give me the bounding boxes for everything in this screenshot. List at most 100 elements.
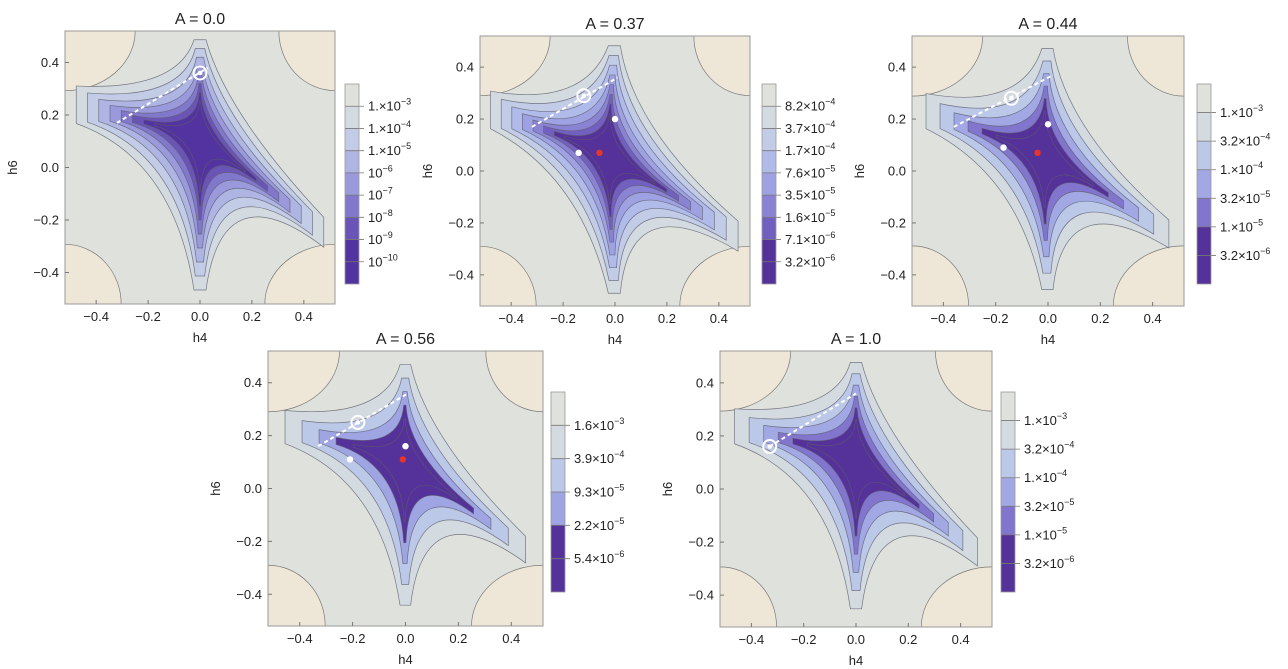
y-tick-label: 0.0 bbox=[41, 160, 59, 175]
legend: 1.×10−3 3.2×10−4 1.×10−4 3.2×10−5 1.×10−5 3.2… bbox=[1000, 391, 1074, 593]
x-tick-label: −0.4 bbox=[83, 309, 109, 324]
legend-swatch bbox=[1197, 112, 1211, 142]
legend-swatch bbox=[345, 261, 359, 284]
legend-label: 10−6 bbox=[368, 163, 393, 180]
legend-swatch bbox=[1001, 534, 1015, 564]
legend-label: 3.2×10−4 bbox=[1220, 132, 1270, 149]
legend-swatch bbox=[345, 239, 359, 262]
y-tick-label: −0.2 bbox=[33, 213, 59, 228]
legend-frame bbox=[1196, 83, 1212, 285]
legend-swatch bbox=[1001, 477, 1015, 507]
x-tick-label: 0.2 bbox=[899, 632, 917, 647]
legend-swatch bbox=[551, 492, 565, 526]
legend: 1.×10−3 1.×10−4 1.×10−5 10−6 10−7 10−8 10−9 10−… bbox=[344, 83, 411, 285]
legend-label: 1.×10−5 bbox=[1220, 217, 1263, 234]
legend-swatch bbox=[762, 172, 776, 196]
legend-label: 3.5×10−5 bbox=[785, 186, 835, 203]
y-tick-label: −0.4 bbox=[880, 267, 906, 282]
chart-panel-1: A = 0.37 −0.4 −0.2 0.0 0.2 0.4 0.4 0.2 0.0 −0.2 −0… bbox=[420, 16, 835, 347]
x-tick-label: 0.0 bbox=[1039, 311, 1057, 326]
y-tick-label: 0.4 bbox=[696, 375, 714, 390]
legend-swatch bbox=[345, 128, 359, 151]
legend-swatch bbox=[551, 458, 565, 492]
y-axis-label: h6 bbox=[420, 164, 435, 178]
circled-point bbox=[350, 414, 366, 430]
chart-panel-2: A = 0.44 −0.4 −0.2 0.0 0.2 0.4 0.4 0.2 0.0 −0.2 −0… bbox=[852, 16, 1270, 347]
x-tick-label: −0.2 bbox=[791, 632, 817, 647]
legend-swatch bbox=[762, 128, 776, 151]
dashed-line bbox=[116, 66, 209, 124]
x-tick-label: −0.2 bbox=[983, 311, 1009, 326]
legend-label: 7.1×10−6 bbox=[785, 230, 835, 247]
circled-point-dot bbox=[355, 420, 361, 425]
chart-panel-4: A = 1.0 −0.4 −0.2 0.0 0.2 0.4 0.4 0.2 0.0 −0.2 −0.… bbox=[660, 331, 1074, 668]
dashed-line bbox=[769, 392, 857, 448]
legend-swatch bbox=[551, 425, 565, 459]
legend-label: 10−7 bbox=[368, 186, 393, 203]
legend-swatch bbox=[762, 261, 776, 284]
legend-swatch bbox=[345, 84, 359, 107]
legend-label: 1.6×10−3 bbox=[574, 416, 624, 433]
legend-swatch bbox=[551, 558, 565, 592]
y-axis-label: h6 bbox=[660, 482, 675, 496]
circled-point-dot bbox=[197, 70, 203, 76]
y-tick-label: −0.4 bbox=[448, 267, 474, 282]
legend: 8.2×10−4 3.7×10−4 1.7×10−4 7.6×10−5 3.5×10−5… bbox=[761, 83, 835, 285]
x-tick-label: −0.4 bbox=[931, 311, 957, 326]
legend-label: 1.×10−4 bbox=[1024, 468, 1067, 485]
x-tick-label: −0.4 bbox=[739, 632, 765, 647]
legend-swatch bbox=[551, 392, 565, 426]
legend-swatch bbox=[1001, 506, 1015, 535]
x-axis-label: h4 bbox=[1041, 332, 1055, 347]
contour-band bbox=[995, 110, 1094, 208]
x-tick-label: 0.4 bbox=[1144, 311, 1162, 326]
legend: 1.6×10−3 3.9×10−4 9.3×10−5 2.2×10−5 5.4×10−6 bbox=[550, 391, 624, 593]
red-point bbox=[596, 149, 603, 157]
circled-point bbox=[192, 65, 208, 81]
legend-swatch bbox=[762, 217, 776, 240]
legend-label: 10−8 bbox=[368, 208, 393, 225]
y-tick-label: 0.0 bbox=[456, 164, 474, 179]
contour-corner bbox=[65, 243, 122, 304]
legend-label: 3.2×10−5 bbox=[1220, 189, 1270, 206]
y-tick-label: 0.4 bbox=[41, 55, 59, 70]
legend-label: 3.7×10−4 bbox=[785, 119, 835, 136]
x-tick-label: 0.4 bbox=[502, 631, 520, 646]
y-tick-label: 0.2 bbox=[888, 112, 906, 127]
white-point bbox=[402, 442, 409, 450]
contour-corner bbox=[480, 36, 551, 97]
legend-swatch bbox=[345, 217, 359, 240]
x-tick-label: −0.2 bbox=[340, 631, 366, 646]
x-tick-label: −0.4 bbox=[498, 311, 524, 326]
legend-frame bbox=[761, 83, 777, 285]
x-tick-label: −0.2 bbox=[550, 311, 576, 326]
legend-label: 1.×10−3 bbox=[1024, 411, 1067, 428]
legend-label: 1.×10−4 bbox=[1220, 160, 1263, 177]
legend-frame bbox=[1000, 391, 1016, 593]
legend-swatch bbox=[345, 150, 359, 173]
white-point bbox=[346, 456, 354, 463]
white-point bbox=[1000, 144, 1007, 151]
legend-label: 9.3×10−5 bbox=[574, 483, 624, 500]
legend-swatch bbox=[1197, 226, 1211, 256]
y-tick-label: 0.2 bbox=[456, 112, 474, 127]
chart-panel-0: A = 0.0 −0.4 −0.2 0.0 0.2 0.4 0.4 0.2 0.0 −0.2 −0.… bbox=[5, 11, 411, 345]
legend-label: 1.7×10−4 bbox=[785, 141, 835, 158]
contour-corner bbox=[1112, 245, 1184, 306]
x-tick-label: 0.4 bbox=[710, 311, 728, 326]
legend: 1.×10−3 3.2×10−4 1.×10−4 3.2×10−5 1.×10−5 3.2… bbox=[1196, 83, 1270, 285]
circled-point-dot bbox=[1009, 96, 1014, 101]
y-tick-label: 0.0 bbox=[696, 482, 714, 497]
legend-swatch bbox=[762, 239, 776, 262]
legend-label: 8.2×10−4 bbox=[785, 97, 835, 114]
chart-title: A = 0.37 bbox=[585, 16, 644, 33]
white-point bbox=[1044, 121, 1052, 128]
legend-swatch bbox=[551, 525, 565, 559]
legend-frame bbox=[550, 391, 566, 593]
legend-label: 2.2×10−5 bbox=[574, 516, 624, 533]
legend-swatch bbox=[762, 106, 776, 129]
x-tick-label: 0.2 bbox=[243, 309, 261, 324]
legend-label: 3.2×10−6 bbox=[1024, 554, 1074, 571]
y-tick-label: 0.4 bbox=[456, 60, 474, 75]
legend-swatch bbox=[1197, 141, 1211, 170]
